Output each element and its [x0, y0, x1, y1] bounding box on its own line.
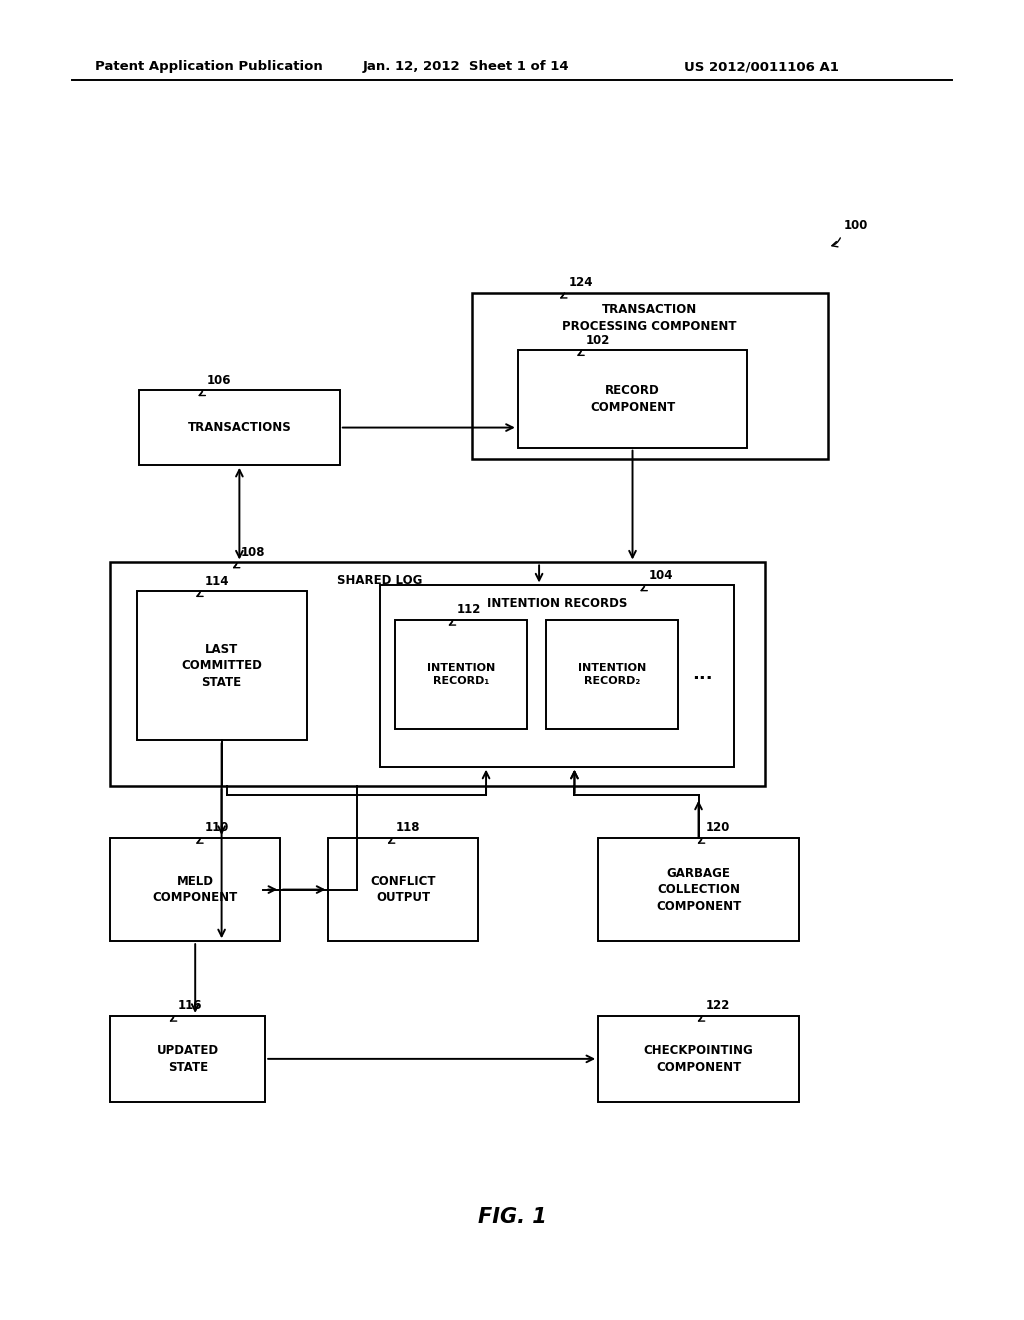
- Text: LAST
COMMITTED
STATE: LAST COMMITTED STATE: [181, 643, 262, 689]
- Text: 104: 104: [648, 569, 673, 582]
- Text: 110: 110: [205, 821, 228, 834]
- Text: SHARED LOG: SHARED LOG: [337, 574, 423, 587]
- Bar: [111, 562, 765, 787]
- Text: 118: 118: [396, 821, 421, 834]
- Text: 114: 114: [205, 574, 229, 587]
- Bar: [472, 293, 827, 459]
- Bar: [380, 585, 733, 767]
- Text: TRANSACTION
PROCESSING COMPONENT: TRANSACTION PROCESSING COMPONENT: [562, 304, 737, 333]
- Bar: [547, 620, 679, 729]
- Text: 120: 120: [706, 821, 730, 834]
- Text: 108: 108: [241, 546, 265, 558]
- Bar: [329, 838, 477, 941]
- Text: 106: 106: [207, 374, 231, 387]
- Text: CHECKPOINTING
COMPONENT: CHECKPOINTING COMPONENT: [644, 1044, 754, 1073]
- Text: 116: 116: [178, 999, 203, 1012]
- Bar: [598, 838, 799, 941]
- Bar: [111, 1016, 265, 1102]
- Text: 112: 112: [457, 603, 481, 616]
- Text: INTENTION RECORDS: INTENTION RECORDS: [486, 597, 627, 610]
- Text: 100: 100: [844, 219, 868, 232]
- Text: INTENTION
RECORD₂: INTENTION RECORD₂: [579, 663, 646, 686]
- Text: FIG. 1: FIG. 1: [477, 1206, 547, 1226]
- Bar: [136, 591, 306, 741]
- Text: GARBAGE
COLLECTION
COMPONENT: GARBAGE COLLECTION COMPONENT: [656, 866, 741, 912]
- Text: 122: 122: [706, 999, 730, 1012]
- Text: 124: 124: [568, 276, 593, 289]
- Text: Jan. 12, 2012  Sheet 1 of 14: Jan. 12, 2012 Sheet 1 of 14: [362, 61, 569, 73]
- Text: MELD
COMPONENT: MELD COMPONENT: [153, 875, 238, 904]
- Bar: [395, 620, 527, 729]
- Text: RECORD
COMPONENT: RECORD COMPONENT: [590, 384, 675, 413]
- Text: INTENTION
RECORD₁: INTENTION RECORD₁: [427, 663, 495, 686]
- Bar: [111, 838, 281, 941]
- Text: Patent Application Publication: Patent Application Publication: [95, 61, 324, 73]
- Text: CONFLICT
OUTPUT: CONFLICT OUTPUT: [371, 875, 435, 904]
- Bar: [139, 391, 340, 465]
- Text: TRANSACTIONS: TRANSACTIONS: [187, 421, 291, 434]
- Text: 102: 102: [586, 334, 610, 347]
- Bar: [518, 350, 748, 447]
- Text: US 2012/0011106 A1: US 2012/0011106 A1: [684, 61, 839, 73]
- Text: UPDATED
STATE: UPDATED STATE: [157, 1044, 219, 1073]
- Text: ...: ...: [692, 665, 713, 684]
- Bar: [598, 1016, 799, 1102]
